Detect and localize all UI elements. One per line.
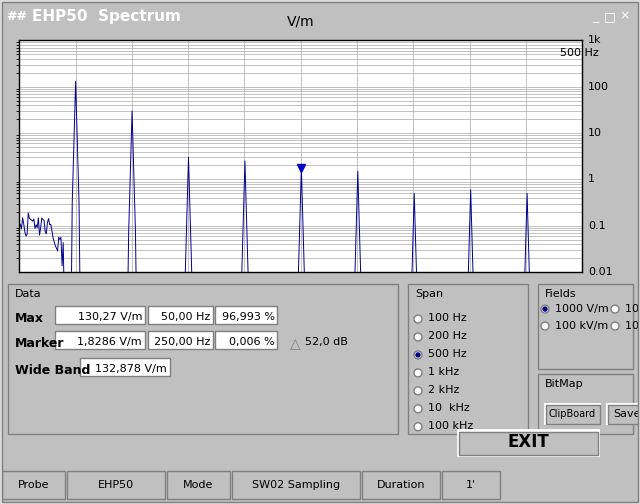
Bar [458,430,598,455]
Text: _: _ [592,10,598,23]
FancyBboxPatch shape [67,471,165,499]
FancyBboxPatch shape [408,284,528,434]
Text: 132,878 V/m: 132,878 V/m [95,364,167,374]
Text: 100: 100 [588,82,609,92]
Text: 1k: 1k [588,35,602,45]
Text: Fields: Fields [545,289,577,299]
Circle shape [414,351,422,359]
Text: 10  kHz: 10 kHz [428,403,470,413]
Text: ##: ## [6,10,28,23]
Text: 52,0 dB: 52,0 dB [305,337,348,347]
Text: ClipBoard: ClipBoard [549,409,596,419]
Text: 500 Hz: 500 Hz [428,349,467,359]
Circle shape [414,369,422,377]
Circle shape [611,322,619,330]
Text: 0,006 %: 0,006 % [229,337,275,347]
Text: 1,8286 V/m: 1,8286 V/m [77,337,142,347]
Text: 200 Hz: 200 Hz [428,331,467,341]
FancyBboxPatch shape [362,471,440,499]
Text: Duration: Duration [377,480,425,490]
Text: 0.1: 0.1 [588,221,605,231]
Text: Data: Data [15,289,42,299]
Text: ×: × [620,10,630,23]
FancyBboxPatch shape [80,358,170,376]
Circle shape [414,387,422,395]
FancyBboxPatch shape [215,306,277,324]
FancyBboxPatch shape [148,306,213,324]
Circle shape [414,405,422,413]
Bar [459,431,598,456]
Text: 100 μT: 100 μT [625,304,640,314]
Text: 50,00 Hz: 50,00 Hz [161,312,210,322]
Circle shape [541,305,549,313]
Text: 1 kHz: 1 kHz [428,367,460,377]
Text: Wide Band: Wide Band [15,364,90,377]
Text: Marker: Marker [15,337,65,350]
FancyBboxPatch shape [55,306,145,324]
Text: Max: Max [15,312,44,325]
Text: 96,993 %: 96,993 % [222,312,275,322]
FancyBboxPatch shape [442,471,500,499]
Text: V/m: V/m [287,15,315,29]
Text: EXIT: EXIT [507,433,549,451]
Text: 100 kV/m: 100 kV/m [555,321,608,331]
Circle shape [543,307,547,311]
Circle shape [414,423,422,431]
Text: □: □ [604,10,616,23]
Text: 1000 V/m: 1000 V/m [555,304,609,314]
Circle shape [611,305,619,313]
Text: △: △ [290,337,301,351]
FancyBboxPatch shape [215,331,277,349]
FancyBboxPatch shape [2,471,65,499]
Bar [607,404,640,424]
Text: 1: 1 [588,174,595,184]
Text: 10 mT: 10 mT [625,321,640,331]
Circle shape [416,353,420,357]
FancyBboxPatch shape [8,284,398,434]
FancyBboxPatch shape [538,374,633,434]
FancyBboxPatch shape [148,331,213,349]
Circle shape [414,315,422,323]
Bar [546,405,600,424]
Text: SW02 Sampling: SW02 Sampling [252,480,340,490]
Text: BitMap: BitMap [545,379,584,389]
Text: Probe: Probe [18,480,49,490]
Text: 250,00 Hz: 250,00 Hz [154,337,210,347]
Text: Span: Span [415,289,443,299]
FancyBboxPatch shape [55,331,145,349]
Text: EHP50  Spectrum: EHP50 Spectrum [32,9,181,24]
Text: 130,27 V/m: 130,27 V/m [77,312,142,322]
Text: 500 Hz: 500 Hz [559,48,598,58]
Bar [545,404,600,424]
Circle shape [541,322,549,330]
Text: EHP50: EHP50 [98,480,134,490]
Bar [608,405,640,424]
Text: Mode: Mode [183,480,214,490]
Text: 1': 1' [466,480,476,490]
FancyBboxPatch shape [538,284,633,369]
Circle shape [414,333,422,341]
Text: 10: 10 [588,128,602,138]
FancyBboxPatch shape [232,471,360,499]
Text: 100 kHz: 100 kHz [428,421,473,431]
Text: 2 kHz: 2 kHz [428,385,460,395]
FancyBboxPatch shape [167,471,230,499]
Text: 100 Hz: 100 Hz [428,313,467,323]
Text: 0.01: 0.01 [588,267,612,277]
Text: Save: Save [613,409,640,419]
